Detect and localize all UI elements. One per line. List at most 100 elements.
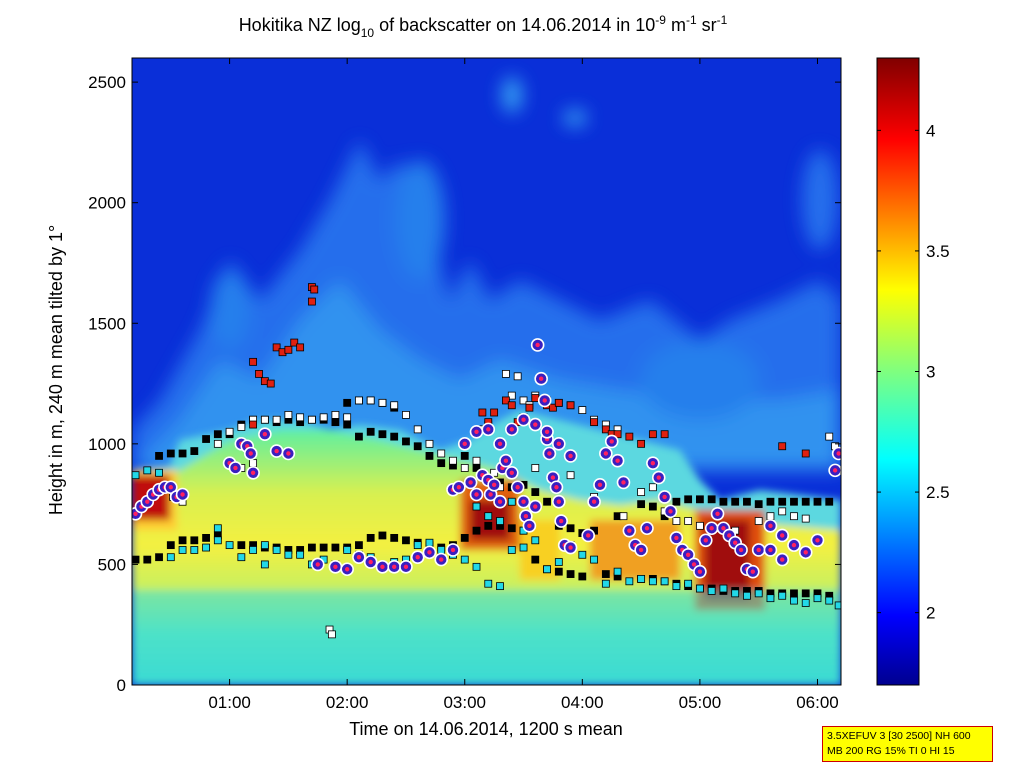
layer-circle-core: [521, 417, 526, 422]
y-tick-label: 500: [98, 555, 126, 574]
layer-square-marker: [296, 550, 305, 559]
layer-square-marker: [155, 553, 163, 562]
x-tick-label: 06:00: [796, 693, 839, 712]
layer-square-marker: [249, 420, 258, 429]
layer-square-marker: [366, 427, 375, 436]
layer-square-marker: [272, 415, 281, 424]
layer-circle-core: [274, 448, 279, 454]
layer-circle-core: [403, 564, 409, 570]
layer-square-marker: [754, 589, 763, 598]
layer-circle-core: [497, 441, 503, 447]
layer-circle-core: [533, 422, 538, 427]
layer-circle-core: [168, 485, 174, 490]
layer-square-marker: [166, 449, 175, 458]
layer-square-marker: [166, 553, 175, 562]
layer-square-marker: [531, 464, 540, 472]
layer-square-marker: [543, 565, 551, 574]
x-axis: 01:00 02:00 03:00 04:00 05:00 06:00: [208, 58, 839, 712]
layer-square-marker: [213, 524, 222, 533]
layer-square-marker: [601, 425, 610, 434]
layer-circle-core: [544, 429, 550, 434]
layer-circle-core: [344, 567, 350, 572]
layer-square-marker: [790, 589, 798, 598]
colorbar-tick-label: 2.5: [926, 483, 950, 502]
layer-circle-core: [791, 542, 797, 548]
layer-square-marker: [437, 546, 446, 554]
layer-circle-core: [556, 499, 562, 504]
layer-circle-core: [474, 429, 479, 434]
layer-square-marker: [166, 541, 175, 550]
layer-square-marker: [801, 449, 810, 458]
layer-square-marker: [778, 591, 787, 600]
layer-square-marker: [249, 357, 258, 366]
layer-circle-core: [248, 451, 253, 456]
layer-circle-core: [638, 547, 644, 553]
layer-square-marker: [425, 538, 434, 547]
layer-square-marker: [502, 370, 510, 378]
layer-circle-core: [615, 458, 620, 463]
layer-square-marker: [554, 567, 563, 576]
layer-square-marker: [813, 594, 822, 603]
layer-square-marker: [307, 543, 316, 552]
layer-circle-core: [486, 427, 491, 432]
layer-square-marker: [507, 524, 516, 533]
layer-square-marker: [190, 536, 199, 545]
layer-square-marker: [637, 439, 646, 448]
layer-square-marker: [707, 495, 716, 504]
colorbar: [876, 57, 920, 686]
layer-square-marker: [507, 391, 516, 400]
layer-square-marker: [513, 372, 522, 381]
layer-square-marker: [402, 411, 410, 419]
title-log-base: 10: [361, 26, 375, 40]
title-exp-2: -1: [686, 13, 697, 27]
layer-square-marker: [684, 495, 693, 504]
layer-square-marker: [225, 541, 234, 550]
layer-square-marker: [390, 401, 399, 410]
layer-square-marker: [502, 396, 510, 405]
layer-circle-core: [392, 564, 397, 570]
layer-square-marker: [613, 567, 622, 576]
layer-square-marker: [437, 459, 446, 468]
layer-square-marker: [178, 449, 187, 458]
title-exp-1: -9: [655, 13, 666, 27]
layer-square-marker: [648, 430, 657, 439]
layer-square-marker: [402, 536, 410, 545]
layer-square-marker: [284, 550, 293, 559]
layer-square-marker: [390, 432, 399, 441]
layer-circle-core: [356, 554, 362, 560]
layer-square-marker: [507, 497, 516, 506]
layer-circle-core: [597, 482, 603, 488]
layer-square-marker: [225, 427, 234, 436]
layer-circle-core: [145, 499, 150, 504]
layer-square-marker: [660, 430, 669, 439]
layer-square-marker: [132, 555, 140, 564]
layer-circle-core: [468, 480, 473, 485]
layer-circle-core: [439, 557, 444, 562]
layer-square-marker: [531, 555, 540, 564]
layer-square-marker: [202, 533, 210, 542]
layer-square-marker: [413, 541, 422, 550]
markers: [132, 283, 841, 639]
layer-square-marker: [460, 555, 469, 564]
layer-square-marker: [327, 630, 336, 639]
layer-square-marker: [260, 541, 269, 550]
layer-square-marker: [790, 596, 798, 605]
layer-circle-core: [556, 441, 562, 447]
layer-square-marker: [801, 514, 810, 523]
y-tick-label: 2000: [88, 194, 126, 213]
layer-square-marker: [425, 439, 434, 448]
layer-circle-core: [586, 533, 591, 538]
layer-square-marker: [260, 560, 269, 569]
layer-square-marker: [343, 546, 352, 554]
layer-square-marker: [402, 437, 410, 446]
layer-square-marker: [266, 379, 275, 388]
layer-square-marker: [543, 497, 551, 506]
layer-square-marker: [355, 541, 363, 550]
layer-square-marker: [743, 497, 751, 506]
layer-circle-core: [250, 470, 256, 475]
layer-square-marker: [143, 466, 152, 475]
layer-square-marker: [319, 413, 328, 422]
layer-circle-core: [527, 523, 532, 529]
layer-square-marker: [834, 601, 841, 610]
layer-circle-core: [715, 511, 720, 516]
